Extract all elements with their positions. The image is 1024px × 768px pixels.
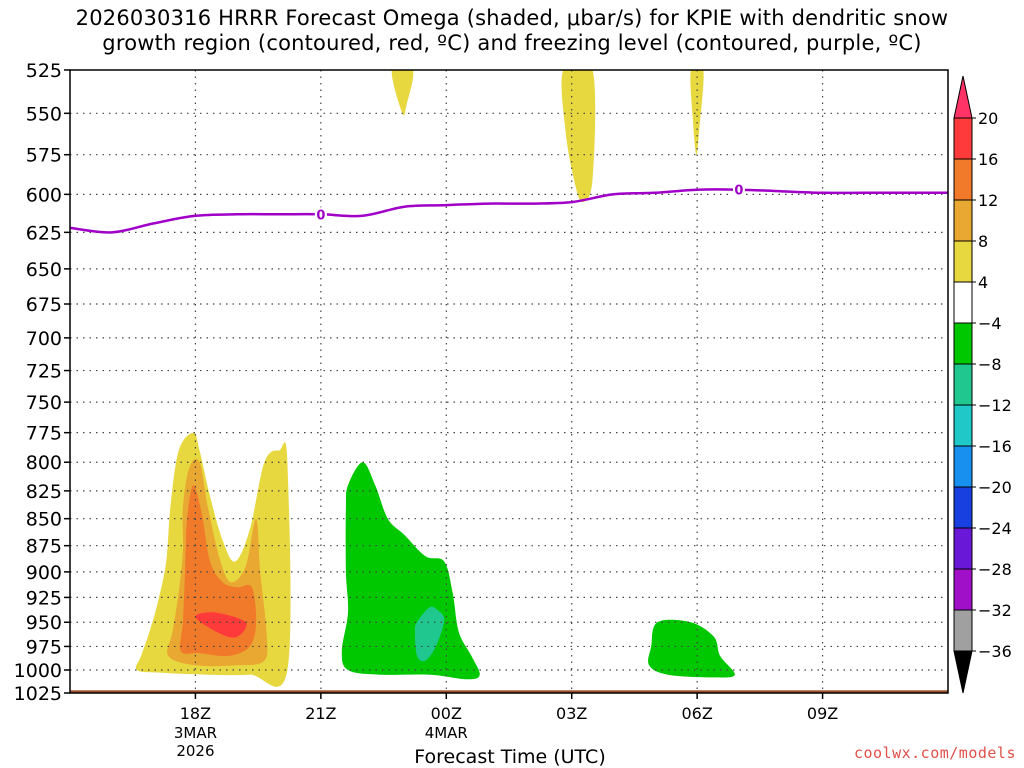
- colorbar-bottom-arrow: [953, 650, 973, 694]
- colorbar-segment-10: [953, 486, 973, 529]
- y-tick-label-600: 600: [26, 184, 62, 206]
- colorbar-top-arrow: [953, 75, 973, 119]
- x-tick-label-00Z: 00Z: [431, 704, 462, 723]
- y-tick-label-625: 625: [26, 222, 62, 244]
- chart-title-line-2: growth region (contoured, red, ºC) and f…: [102, 31, 922, 55]
- chart-title-line-1: 2026030316 HRRR Forecast Omega (shaded, …: [75, 6, 949, 30]
- colorbar-segment-7: [953, 363, 973, 406]
- x-tick-label-06Z: 06Z: [681, 704, 712, 723]
- y-tick-label-825: 825: [26, 481, 62, 503]
- y-tick-label-750: 750: [26, 392, 62, 414]
- y-tick-label-950: 950: [26, 612, 62, 634]
- plot-frame: [69, 69, 949, 694]
- colorbar-label-8: −12: [978, 396, 1012, 415]
- x-tick-label-18Z: 18Z: [180, 704, 211, 723]
- y-tick-label-725: 725: [26, 361, 62, 383]
- omega-region-4: [195, 612, 247, 638]
- x-tick-label-09Z: 09Z: [807, 704, 838, 723]
- y-tick-label-550: 550: [26, 103, 62, 125]
- colorbar-segment-13: [953, 609, 973, 652]
- y-tick-label-925: 925: [26, 587, 62, 609]
- colorbar-segment-8: [953, 404, 973, 447]
- colorbar-label-2: 16: [978, 150, 998, 169]
- colorbar-segment-4: [953, 240, 973, 283]
- colorbar-label-11: −24: [978, 519, 1012, 538]
- colorbar-label-13: −32: [978, 601, 1012, 620]
- y-tick-label-975: 975: [26, 636, 62, 658]
- y-tick-label-775: 775: [26, 423, 62, 445]
- terrain-layer: [70, 690, 948, 693]
- colorbar-segment-9: [953, 445, 973, 488]
- colorbar-label-7: −8: [978, 355, 1002, 374]
- colorbar-label-5: 4: [978, 273, 988, 292]
- colorbar-label-6: −4: [978, 314, 1002, 333]
- y-tick-label-525: 525: [26, 60, 62, 82]
- x-axis-label: Forecast Time (UTC): [414, 746, 606, 768]
- source-credit: coolwx.com/models: [853, 744, 1016, 762]
- x-tick-sublabel-00Z-1: 4MAR: [425, 724, 468, 742]
- chart-title: 2026030316 HRRR Forecast Omega (shaded, …: [0, 6, 1024, 56]
- freezing-level-label-1: 0: [316, 208, 325, 223]
- y-tick-label-650: 650: [26, 259, 62, 281]
- colorbar-segment-11: [953, 527, 973, 570]
- omega-region-8: [341, 462, 480, 680]
- y-tick-label-675: 675: [26, 294, 62, 316]
- freezing-level-layer: 00: [69, 182, 948, 234]
- y-tick-label-850: 850: [26, 509, 62, 531]
- y-tick-label-1025: 1025: [14, 683, 62, 705]
- colorbar-label-4: 8: [978, 232, 988, 251]
- omega-region-7: [690, 70, 704, 155]
- colorbar-label-10: −20: [978, 478, 1012, 497]
- terrain-ground: [70, 690, 948, 693]
- omega-region-6: [561, 70, 596, 203]
- colorbar-label-3: 12: [978, 191, 998, 210]
- omega-region-3: [179, 485, 257, 657]
- colorbar-segment-12: [953, 568, 973, 611]
- x-tick-label-21Z: 21Z: [305, 704, 336, 723]
- y-tick-label-900: 900: [26, 562, 62, 584]
- colorbar-segment-1: [953, 117, 973, 160]
- x-tick-sublabel-18Z-2: 2026: [176, 742, 214, 760]
- x-tick-label-03Z: 03Z: [556, 704, 587, 723]
- colorbar-segment-5: [953, 281, 973, 324]
- omega-shading-layer: [135, 70, 735, 687]
- colorbar-label-14: −36: [978, 642, 1012, 661]
- x-tick-sublabel-18Z-1: 3MAR: [174, 724, 217, 742]
- freezing-level-line: [69, 188, 948, 234]
- colorbar-label-12: −28: [978, 560, 1012, 579]
- omega-region-5: [391, 70, 414, 116]
- colorbar-segment-6: [953, 322, 973, 365]
- colorbar-segment-2: [953, 158, 973, 201]
- y-tick-label-800: 800: [26, 452, 62, 474]
- colorbar-label-1: 20: [978, 109, 998, 128]
- y-tick-label-575: 575: [26, 145, 62, 167]
- colorbar-segment-3: [953, 199, 973, 242]
- freezing-level-label-2: 0: [734, 184, 743, 199]
- axes-layer: 525 550 575 600 625 650 675 700 725 750 775 800 825 8…: [14, 60, 949, 760]
- omega-region-9: [414, 606, 445, 662]
- y-tick-label-700: 700: [26, 328, 62, 350]
- colorbar-label-9: −16: [978, 437, 1012, 456]
- omega-region-10: [648, 619, 735, 678]
- y-tick-label-1000: 1000: [14, 660, 62, 682]
- y-tick-label-875: 875: [26, 536, 62, 558]
- colorbar: 20 16 12 8 4 −4 −8 −12 −16 −20 −24 −28 −32 −36: [953, 75, 1012, 694]
